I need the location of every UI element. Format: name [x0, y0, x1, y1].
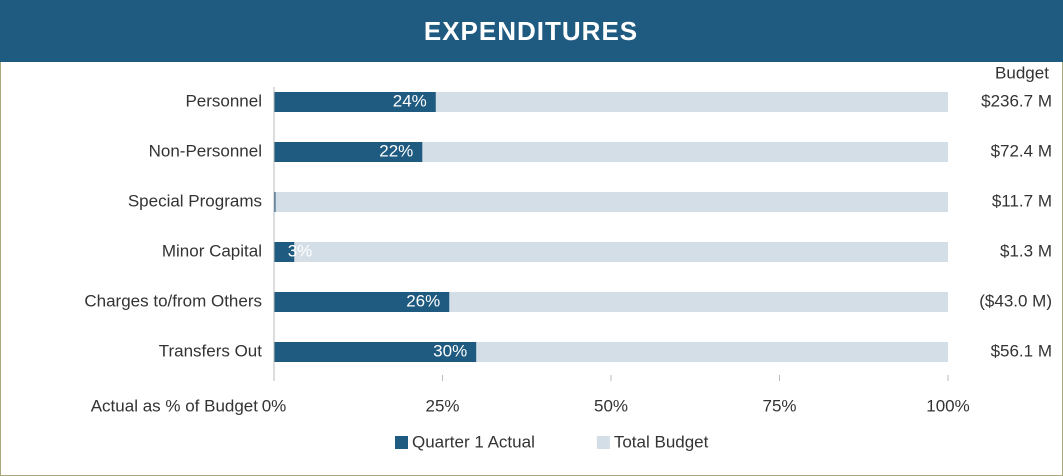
data-label: 22% [379, 141, 413, 160]
bar [274, 192, 276, 212]
budget-header: Budget [995, 63, 1049, 82]
x-tick-label: 25% [425, 396, 459, 415]
chart-title: EXPENDITURES [424, 16, 638, 46]
legend-label: Quarter 1 Actual [412, 432, 535, 451]
bar [274, 342, 477, 362]
budget-label: $1.3 M [1000, 241, 1052, 260]
legend-swatch [395, 436, 408, 449]
x-tick-label: 0% [262, 396, 287, 415]
y-tick-label: Transfers Out [159, 341, 263, 360]
x-tick-label: 75% [762, 396, 796, 415]
bar [274, 92, 948, 112]
x-tick-label: 50% [594, 396, 628, 415]
bar [274, 242, 295, 262]
data-label: 30% [433, 341, 467, 360]
title-band [0, 0, 1063, 62]
legend-swatch [596, 436, 610, 449]
budget-label: $56.1 M [991, 341, 1052, 360]
budget-label: $11.7 M [992, 191, 1052, 210]
bar [274, 192, 948, 212]
bar [274, 142, 948, 162]
y-tick-label: Non-Personnel [149, 141, 262, 160]
budget-label: ($43.0 M) [979, 291, 1052, 310]
y-tick-label: Charges to/from Others [84, 291, 262, 310]
data-label: 24% [393, 91, 427, 110]
budget-label: $236.7 M [981, 91, 1052, 110]
bar [274, 92, 436, 112]
legend-label: Total Budget [614, 432, 709, 451]
x-axis-label: Actual as % of Budget [91, 396, 259, 415]
x-tick-label: 100% [926, 396, 969, 415]
bar [274, 142, 423, 162]
data-label: 26% [406, 291, 440, 310]
y-tick-label: Minor Capital [162, 241, 262, 260]
y-tick-label: Special Programs [128, 191, 262, 210]
y-tick-label: Personnel [185, 91, 262, 110]
budget-label: $72.4 M [991, 141, 1052, 160]
data-label: 3% [288, 241, 313, 260]
bar [274, 292, 450, 312]
bar [274, 242, 948, 262]
